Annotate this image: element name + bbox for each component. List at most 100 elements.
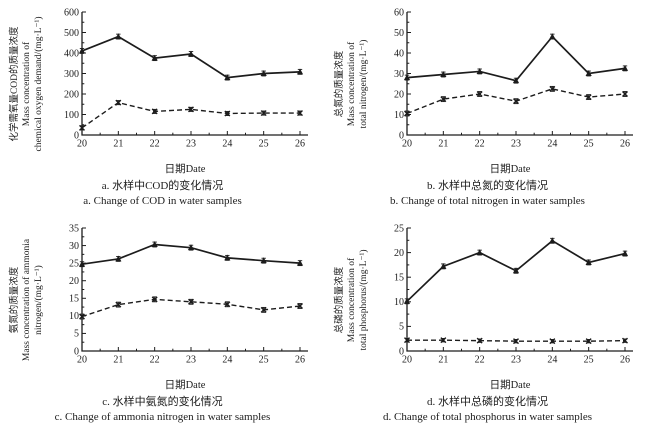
svg-text:20: 20 <box>394 248 404 259</box>
line-chart-total-phosphorus: 0 5 10 15 20 25 20 21 22 23 24 25 26 <box>394 223 633 366</box>
y-label-line-zh: 氨氮的质量浓度 <box>9 266 20 334</box>
svg-text:22: 22 <box>150 355 160 366</box>
svg-text:21: 21 <box>113 139 123 150</box>
svg-text:26: 26 <box>620 355 630 366</box>
caption-zh-d: d. 水样中总磷的变化情况 <box>427 396 548 408</box>
svg-text:5: 5 <box>74 329 79 340</box>
line-chart-ammonia-nitrogen: 0 5 10 15 20 25 30 35 20 21 22 23 24 25 26 <box>69 223 308 366</box>
svg-text:100: 100 <box>64 110 79 121</box>
svg-text:22: 22 <box>475 139 485 150</box>
y-label-line-en2: total nitrogen/(mg·L⁻¹) <box>359 39 370 129</box>
subplot-d: 总磷的质量浓度 Mass concentration of total phos… <box>325 216 650 433</box>
svg-text:20: 20 <box>402 355 412 366</box>
svg-text:24: 24 <box>222 139 232 150</box>
plot-row-c: 氨氮的质量浓度 Mass concentration of ammonia ni… <box>0 216 325 379</box>
svg-text:10: 10 <box>394 110 404 121</box>
svg-text:10: 10 <box>394 297 404 308</box>
svg-text:0: 0 <box>74 130 79 141</box>
svg-text:500: 500 <box>64 28 79 39</box>
x-axis-label-d: 日期Date <box>489 380 531 391</box>
y-label-line-en1: Mass concentration of ammonia <box>21 238 32 362</box>
svg-text:60: 60 <box>394 7 404 18</box>
svg-text:0: 0 <box>74 346 79 357</box>
svg-text:35: 35 <box>69 223 79 234</box>
svg-text:21: 21 <box>113 355 123 366</box>
svg-text:0: 0 <box>399 346 404 357</box>
x-axis-label-a: 日期Date <box>164 164 206 175</box>
y-axis-label-a: 化学需氧量COD的质量浓度 Mass concentration of chem… <box>0 5 54 163</box>
caption-zh-b: b. 水样中总氮的变化情况 <box>427 180 548 192</box>
y-label-line-zh: 化学需氧量COD的质量浓度 <box>9 26 20 142</box>
svg-text:24: 24 <box>547 355 557 366</box>
svg-text:26: 26 <box>295 355 305 366</box>
caption-en-a: a. Change of COD in water samples <box>83 195 242 207</box>
svg-text:20: 20 <box>402 139 412 150</box>
svg-text:25: 25 <box>69 258 79 269</box>
svg-text:26: 26 <box>295 139 305 150</box>
svg-text:25: 25 <box>394 223 404 234</box>
plot-row-b: 总氮的质量浓度 Mass concentration of total nitr… <box>325 0 650 163</box>
svg-text:23: 23 <box>186 355 196 366</box>
subplot-b: 总氮的质量浓度 Mass concentration of total nitr… <box>325 0 650 216</box>
svg-text:40: 40 <box>394 48 404 59</box>
caption-zh-a: a. 水样中COD的变化情况 <box>101 180 224 192</box>
svg-text:20: 20 <box>77 355 87 366</box>
caption-en-d: d. Change of total phosphorus in water s… <box>383 411 592 423</box>
svg-text:24: 24 <box>222 355 232 366</box>
plot-row-d: 总磷的质量浓度 Mass concentration of total phos… <box>325 216 650 379</box>
svg-text:400: 400 <box>64 48 79 59</box>
y-label-line-en2: total phosphorus/(mg·L⁻¹) <box>359 249 370 351</box>
y-label-line-en1: Mass concentration of <box>346 41 357 127</box>
subplot-c: 氨氮的质量浓度 Mass concentration of ammonia ni… <box>0 216 325 433</box>
line-chart-total-nitrogen: 0 10 20 30 40 50 60 20 21 22 23 24 25 26 <box>394 7 633 150</box>
svg-text:5: 5 <box>399 322 404 333</box>
y-axis-label-c: 氨氮的质量浓度 Mass concentration of ammonia ni… <box>0 221 54 379</box>
y-axis-label-text: 氨氮的质量浓度 Mass concentration of ammonia ni… <box>9 205 45 395</box>
svg-text:600: 600 <box>64 7 79 18</box>
svg-text:20: 20 <box>77 139 87 150</box>
y-axis-label-text: 总磷的质量浓度 Mass concentration of total phos… <box>334 205 370 395</box>
svg-text:15: 15 <box>69 294 79 305</box>
svg-text:30: 30 <box>69 241 79 252</box>
svg-text:15: 15 <box>394 273 404 284</box>
y-label-line-en1: Mass concentration of <box>21 41 32 127</box>
plot-row-a: 化学需氧量COD的质量浓度 Mass concentration of chem… <box>0 0 325 163</box>
caption-zh-c: c. 水样中氨氮的变化情况 <box>102 396 223 408</box>
svg-text:26: 26 <box>620 139 630 150</box>
y-axis-label-d: 总磷的质量浓度 Mass concentration of total phos… <box>325 221 379 379</box>
caption-en-b: b. Change of total nitrogen in water sam… <box>390 195 585 207</box>
svg-text:25: 25 <box>259 139 269 150</box>
y-label-line-en1: Mass concentration of <box>346 257 357 343</box>
y-label-line-en2: nitrogen/(mg·L⁻¹) <box>34 265 45 335</box>
caption-en-c: c. Change of ammonia nitrogen in water s… <box>54 411 271 423</box>
y-axis-label-b: 总氮的质量浓度 Mass concentration of total nitr… <box>325 5 379 163</box>
y-axis-label-text: 化学需氧量COD的质量浓度 Mass concentration of chem… <box>9 0 45 179</box>
subplot-a: 化学需氧量COD的质量浓度 Mass concentration of chem… <box>0 0 325 216</box>
svg-text:25: 25 <box>584 139 594 150</box>
svg-text:0: 0 <box>399 130 404 141</box>
svg-text:25: 25 <box>584 355 594 366</box>
x-axis-label-c: 日期Date <box>164 380 206 391</box>
svg-text:200: 200 <box>64 89 79 100</box>
svg-text:24: 24 <box>547 139 557 150</box>
svg-text:23: 23 <box>511 139 521 150</box>
svg-text:23: 23 <box>186 139 196 150</box>
y-label-line-zh: 总磷的质量浓度 <box>334 266 345 334</box>
svg-text:50: 50 <box>394 28 404 39</box>
y-label-line-zh: 总氮的质量浓度 <box>334 50 345 118</box>
svg-text:30: 30 <box>394 69 404 80</box>
svg-text:22: 22 <box>475 355 485 366</box>
svg-text:23: 23 <box>511 355 521 366</box>
x-axis-label-b: 日期Date <box>489 164 531 175</box>
svg-text:25: 25 <box>259 355 269 366</box>
svg-text:20: 20 <box>394 89 404 100</box>
svg-text:21: 21 <box>438 355 448 366</box>
svg-text:20: 20 <box>69 276 79 287</box>
y-label-line-en2: chemical oxygen demand/(mg·L⁻¹) <box>34 16 45 152</box>
line-chart-cod: 0 100 200 300 400 500 600 20 21 22 23 24 25 26 <box>64 7 308 150</box>
svg-text:300: 300 <box>64 69 79 80</box>
y-axis-label-text: 总氮的质量浓度 Mass concentration of total nitr… <box>334 0 370 179</box>
svg-text:21: 21 <box>438 139 448 150</box>
svg-text:10: 10 <box>69 311 79 322</box>
